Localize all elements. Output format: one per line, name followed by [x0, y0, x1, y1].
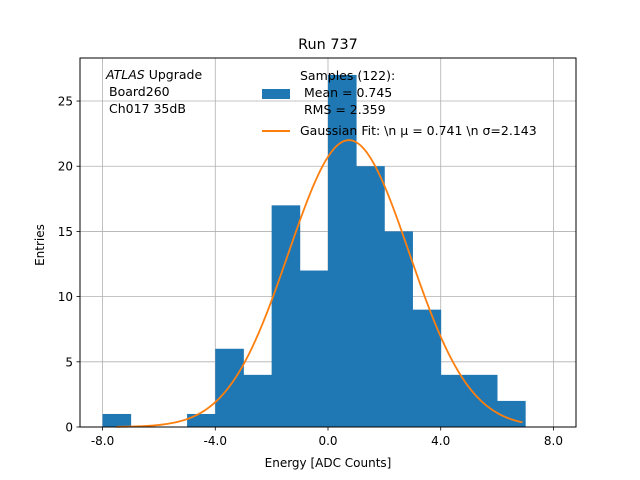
x-axis-label: Energy [ADC Counts]	[265, 456, 392, 470]
chart-title: Run 737	[298, 37, 358, 53]
annotation-atlas-text: ATLAS	[105, 67, 145, 82]
y-tick-label: 5	[65, 355, 73, 369]
x-tick-label: 4.0	[431, 434, 450, 448]
histogram-bar	[440, 374, 470, 427]
histogram-bar	[468, 374, 498, 427]
y-tick-label: 0	[65, 421, 73, 435]
x-tick-label: -4.0	[204, 434, 227, 448]
fit-curve-layer	[116, 139, 523, 428]
histogram-bar	[102, 413, 132, 427]
annotation-line-2: Board260	[109, 84, 170, 99]
histogram-bar	[328, 74, 357, 427]
y-tick-label: 25	[58, 95, 73, 109]
histogram-bar	[497, 400, 526, 427]
x-tick-label: -8.0	[91, 434, 114, 448]
y-axis-label: Entries	[33, 224, 47, 266]
annotation-line-1: ATLAS Upgrade	[105, 67, 202, 82]
y-tick-label: 10	[58, 290, 73, 304]
x-tick-label: 0.0	[318, 434, 337, 448]
annotation-line-3: Ch017 35dB	[109, 101, 186, 116]
legend: Samples (122): Mean = 0.745 RMS = 2.359 …	[262, 68, 537, 138]
histogram-bars	[102, 74, 526, 428]
plot-area: -8.0 -4.0 0.0 4.0 8.0 0 5 10 15 20 25	[58, 57, 577, 448]
legend-histogram-label-line-2: Mean = 0.745	[300, 85, 392, 100]
atlas-annotation: ATLAS Upgrade Board260 Ch017 35dB	[105, 67, 202, 116]
legend-fit-label: Gaussian Fit: \n μ = 0.741 \n σ=2.143	[300, 123, 537, 138]
y-tick-label: 20	[58, 160, 73, 174]
histogram-bar	[215, 348, 244, 427]
legend-histogram-swatch	[262, 89, 290, 99]
histogram-bar	[384, 231, 413, 427]
histogram-bar	[243, 374, 273, 427]
annotation-upgrade-text: Upgrade	[145, 67, 203, 82]
histogram-bar	[299, 270, 329, 427]
histogram-bar	[412, 309, 442, 427]
gaussian-fit-curve	[116, 139, 523, 428]
axis-ticks: -8.0 -4.0 0.0 4.0 8.0 0 5 10 15 20 25	[58, 95, 563, 448]
histogram-bar	[356, 166, 385, 428]
histogram-bar	[271, 205, 301, 427]
y-tick-label: 15	[58, 225, 73, 239]
legend-histogram-label-line-1: Samples (122):	[300, 68, 395, 83]
legend-histogram-label-line-3: RMS = 2.359	[300, 102, 386, 117]
histogram-bar	[187, 413, 216, 427]
x-tick-label: 8.0	[544, 434, 563, 448]
